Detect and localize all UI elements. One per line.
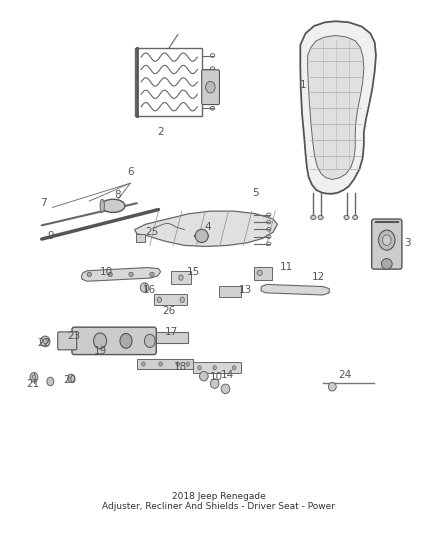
FancyBboxPatch shape (170, 271, 191, 284)
Ellipse shape (344, 215, 349, 220)
Text: 14: 14 (221, 369, 234, 379)
Text: 21: 21 (26, 378, 40, 389)
Ellipse shape (186, 362, 190, 366)
Text: 24: 24 (338, 369, 351, 379)
Text: 9: 9 (47, 231, 54, 241)
Text: 22: 22 (37, 338, 50, 348)
FancyBboxPatch shape (193, 362, 240, 373)
Text: 10: 10 (100, 267, 113, 277)
Ellipse shape (233, 366, 236, 370)
Ellipse shape (179, 275, 183, 280)
Ellipse shape (198, 366, 201, 370)
Text: 2: 2 (157, 127, 164, 137)
Ellipse shape (210, 379, 219, 389)
Ellipse shape (221, 384, 230, 393)
FancyBboxPatch shape (153, 333, 188, 343)
Text: 5: 5 (252, 188, 259, 198)
Ellipse shape (100, 199, 104, 213)
Ellipse shape (176, 362, 180, 366)
Text: 8: 8 (114, 190, 121, 200)
Ellipse shape (145, 334, 155, 348)
Ellipse shape (205, 82, 215, 93)
FancyBboxPatch shape (372, 219, 402, 269)
Ellipse shape (180, 297, 184, 302)
Ellipse shape (32, 375, 35, 379)
Text: 1: 1 (300, 79, 307, 90)
Ellipse shape (129, 272, 133, 277)
Ellipse shape (40, 336, 50, 346)
Ellipse shape (311, 215, 316, 220)
FancyBboxPatch shape (136, 234, 145, 241)
FancyBboxPatch shape (154, 294, 187, 305)
Ellipse shape (378, 230, 395, 250)
Ellipse shape (101, 199, 125, 213)
Ellipse shape (195, 229, 208, 243)
Text: 4: 4 (205, 222, 212, 232)
Ellipse shape (159, 362, 162, 366)
PathPatch shape (134, 211, 277, 246)
Ellipse shape (200, 372, 208, 381)
Text: 3: 3 (404, 238, 410, 248)
Text: 19: 19 (93, 346, 107, 356)
Ellipse shape (108, 272, 112, 277)
Ellipse shape (141, 362, 145, 366)
PathPatch shape (300, 21, 376, 193)
Ellipse shape (381, 259, 392, 269)
Text: 25: 25 (145, 227, 159, 237)
Ellipse shape (150, 272, 154, 277)
PathPatch shape (307, 36, 364, 180)
FancyBboxPatch shape (219, 286, 241, 296)
Ellipse shape (30, 373, 38, 382)
Text: 20: 20 (63, 375, 76, 385)
Text: 13: 13 (238, 285, 251, 295)
Text: 2018 Jeep Renegade
Adjuster, Recliner And Shields - Driver Seat - Power: 2018 Jeep Renegade Adjuster, Recliner An… (102, 491, 336, 511)
Text: 10: 10 (210, 372, 223, 382)
Ellipse shape (157, 297, 162, 302)
Ellipse shape (318, 215, 323, 220)
FancyBboxPatch shape (72, 327, 156, 354)
Text: 11: 11 (279, 262, 293, 271)
FancyBboxPatch shape (58, 332, 77, 350)
Ellipse shape (47, 377, 54, 386)
Ellipse shape (353, 215, 358, 220)
Text: 7: 7 (41, 198, 47, 208)
Text: 18: 18 (173, 362, 187, 372)
PathPatch shape (81, 268, 161, 281)
Text: 12: 12 (312, 272, 325, 282)
Text: 17: 17 (165, 327, 178, 337)
Text: 26: 26 (162, 306, 176, 316)
Text: 23: 23 (67, 331, 81, 341)
Ellipse shape (94, 333, 106, 349)
Ellipse shape (67, 374, 74, 383)
Text: 15: 15 (187, 267, 200, 277)
Ellipse shape (382, 235, 391, 245)
FancyBboxPatch shape (137, 359, 193, 369)
Ellipse shape (140, 283, 149, 292)
Ellipse shape (120, 334, 132, 348)
Ellipse shape (87, 272, 92, 277)
Text: 16: 16 (143, 285, 156, 295)
Ellipse shape (257, 270, 262, 276)
Ellipse shape (43, 339, 47, 344)
Text: 6: 6 (127, 166, 134, 176)
PathPatch shape (261, 285, 329, 295)
FancyBboxPatch shape (202, 70, 219, 104)
Ellipse shape (213, 366, 216, 370)
Ellipse shape (328, 383, 336, 391)
FancyBboxPatch shape (254, 266, 272, 280)
